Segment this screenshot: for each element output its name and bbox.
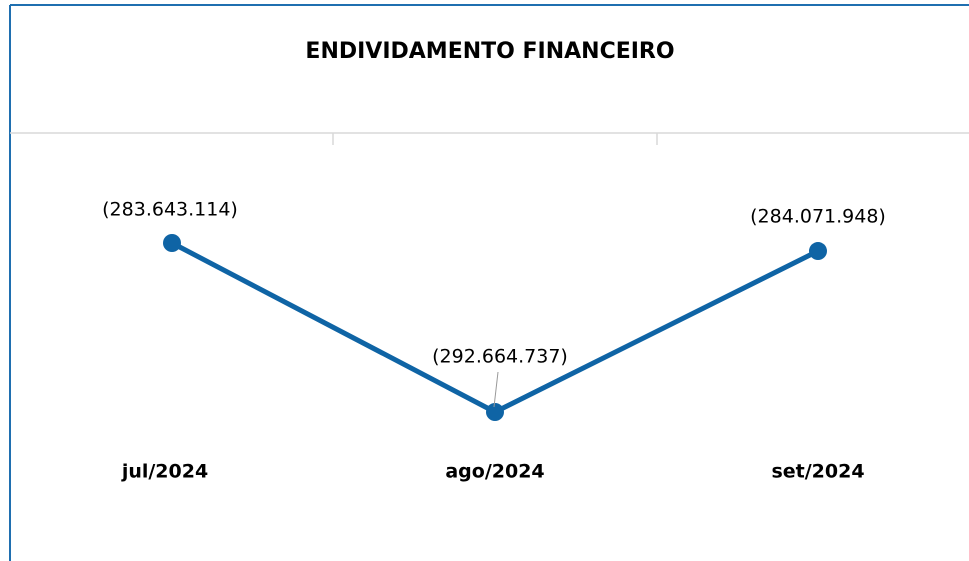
x-tick-label: set/2024 <box>771 461 864 483</box>
point <box>809 242 827 261</box>
chart-title: ENDIVIDAMENTO FINANCEIRO <box>305 39 674 64</box>
data-label: (284.071.948) <box>750 206 886 228</box>
leader-line <box>493 371 499 408</box>
x-tick-label: ago/2024 <box>445 461 544 483</box>
point <box>163 234 181 252</box>
x-tick-label: jul/2024 <box>121 461 208 483</box>
point <box>486 403 504 421</box>
data-label: (283.643.114) <box>102 199 238 221</box>
data-label: (292.664.737) <box>432 346 568 368</box>
